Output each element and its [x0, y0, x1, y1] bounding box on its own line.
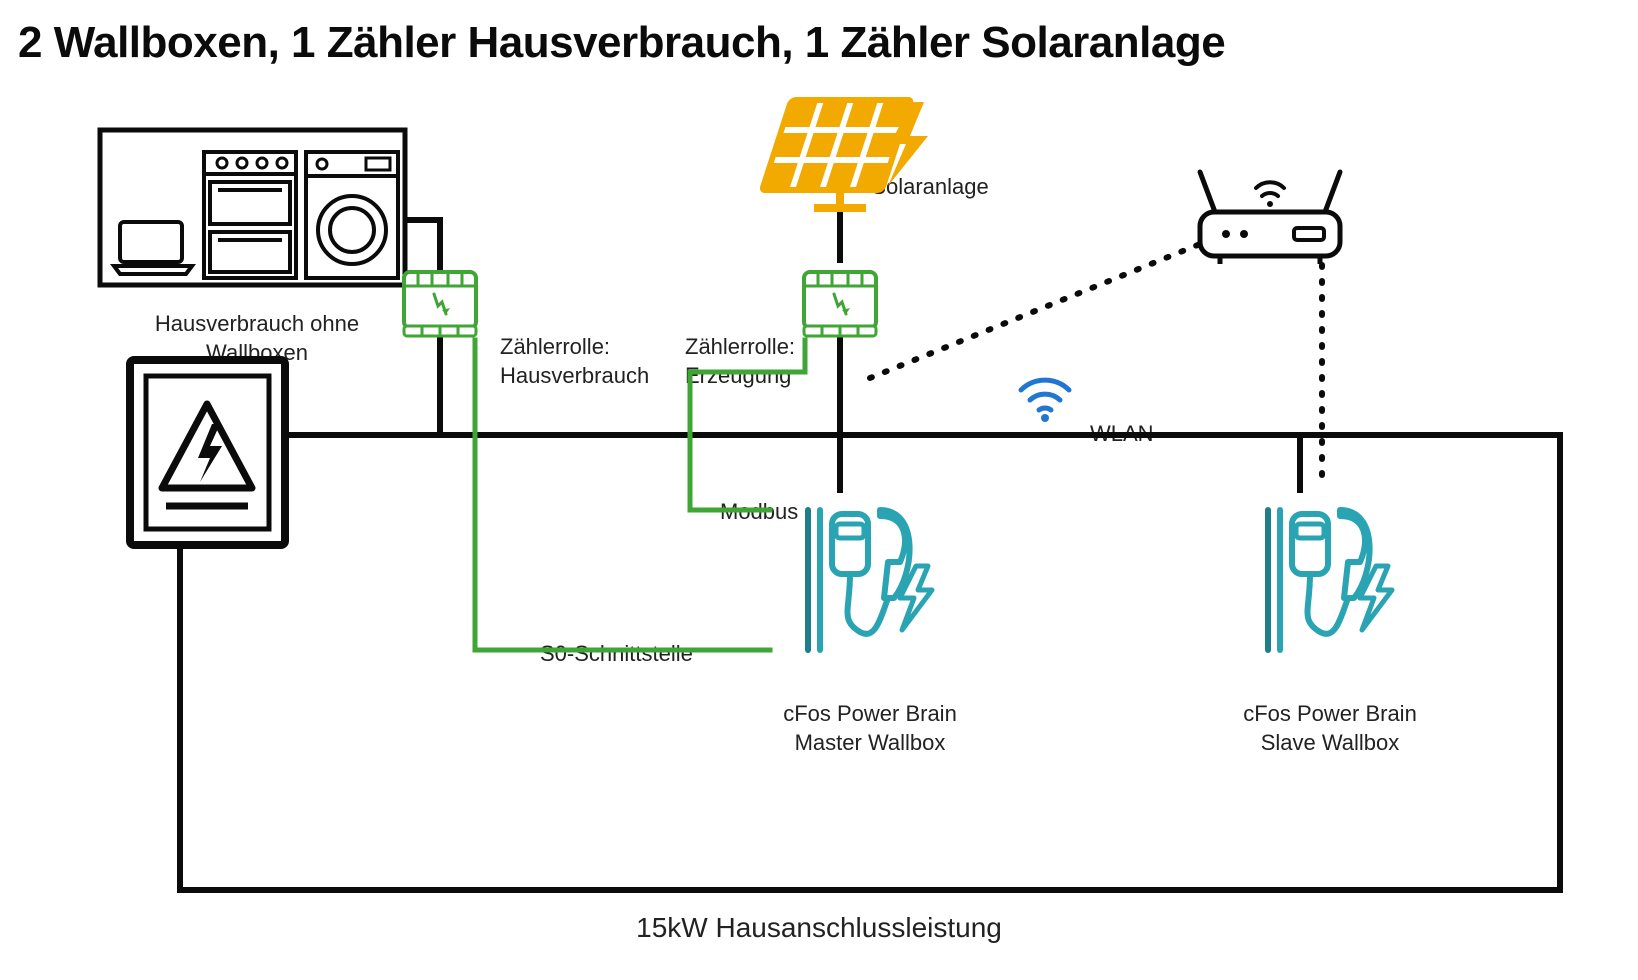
wiring-diagram: [0, 90, 1638, 960]
appliances-icon: [100, 130, 405, 285]
page-title: 2 Wallboxen, 1 Zähler Hausverbrauch, 1 Z…: [18, 18, 1225, 68]
solar-icon: [762, 100, 928, 208]
distribution-box-icon: [130, 360, 285, 545]
signal-lines: [475, 340, 805, 650]
diagram-page: 2 Wallboxen, 1 Zähler Hausverbrauch, 1 Z…: [0, 0, 1638, 980]
wifi-icon: [1021, 380, 1069, 422]
meter-generation-icon: [804, 272, 876, 336]
meter-consumption-icon: [404, 272, 476, 336]
dotted-connections: [870, 240, 1322, 480]
wallbox-slave-icon: [1268, 510, 1392, 650]
wallbox-master-icon: [808, 510, 932, 650]
router-icon: [1200, 172, 1340, 264]
